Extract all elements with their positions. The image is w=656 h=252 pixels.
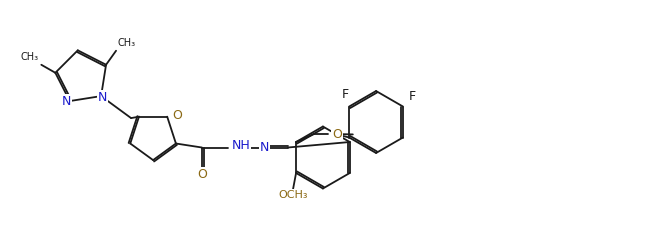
Text: N: N [97,90,107,104]
Text: O: O [197,168,207,181]
Text: N: N [62,94,72,108]
Text: NH: NH [232,139,251,152]
Text: O: O [172,109,182,122]
Text: CH₃: CH₃ [20,52,38,62]
Text: N: N [260,141,270,154]
Text: F: F [409,89,416,103]
Text: O: O [332,128,342,141]
Text: OCH₃: OCH₃ [278,190,308,200]
Text: CH₃: CH₃ [117,38,135,48]
Text: F: F [342,87,349,101]
